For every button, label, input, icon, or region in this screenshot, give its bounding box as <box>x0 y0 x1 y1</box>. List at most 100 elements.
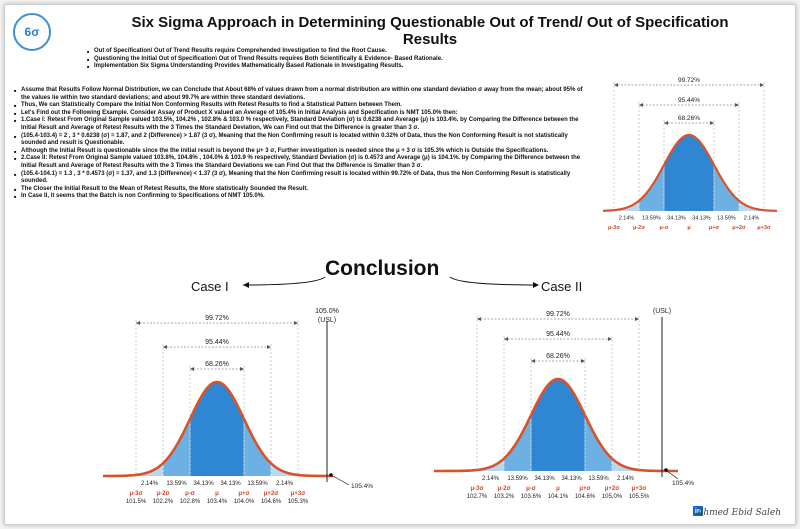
range-label: 95.44% <box>678 97 700 104</box>
percent-label: 2.14% <box>141 481 159 487</box>
percent-label: 34.13% <box>193 481 214 487</box>
range-label: 95.44% <box>205 339 229 346</box>
infographic: 6σ Six Sigma Approach in Determining Que… <box>4 4 796 525</box>
range-arrow-right <box>635 317 639 321</box>
band-plus2-plus3 <box>271 463 298 476</box>
value-label: 103.6% <box>521 494 542 500</box>
usl-value: 105.0% <box>315 308 339 315</box>
range-arrow-right <box>240 367 244 371</box>
percent-label: 13.59% <box>642 216 661 222</box>
percent-label: 2.14% <box>619 216 635 222</box>
range-label: 95.44% <box>546 331 570 338</box>
conclusion-heading: Conclusion <box>325 257 440 280</box>
main-item: 2.Case II: Retest From Original Sample v… <box>14 155 584 170</box>
range-arrow-right <box>581 359 585 363</box>
band-minus3-minus2 <box>136 463 163 476</box>
page-title: Six Sigma Approach in Determining Questi… <box>131 14 729 48</box>
percent-label: 2.14% <box>482 476 500 482</box>
sigma-label: μ+2σ <box>605 486 620 492</box>
sigma-label: μ-σ <box>660 225 669 231</box>
range-arrow-right <box>760 83 764 87</box>
value-label: 102.2% <box>153 499 174 505</box>
value-label: 105.0% <box>602 494 623 500</box>
percent-label: 34.13% <box>561 476 582 482</box>
sigma-label: μ-σ <box>185 491 195 497</box>
percent-label: 34.13% <box>667 216 686 222</box>
percent-label: 13.59% <box>166 481 187 487</box>
value-label: 105.5% <box>629 494 650 500</box>
sigma-label: μ-3σ <box>129 491 142 497</box>
percent-label: 13.59% <box>247 481 268 487</box>
sigma-label: μ-2σ <box>497 486 510 492</box>
band-minus3-minus2 <box>477 458 504 471</box>
percent-label: 34.13% <box>534 476 555 482</box>
value-label: 104.1% <box>548 494 569 500</box>
range-arrow-right <box>294 321 298 325</box>
main-list: Assume that Results Follow Normal Distri… <box>14 87 584 201</box>
sigma-label: μ+σ <box>579 486 590 492</box>
initial-result-marker <box>664 468 668 472</box>
sigma-label: μ+σ <box>709 225 720 231</box>
intro-item: Implementation Six Sigma Understanding P… <box>87 63 527 71</box>
band-plus2-plus3 <box>739 200 764 211</box>
arrow-right-head <box>533 282 539 288</box>
range-arrow-right <box>735 103 739 107</box>
band-center <box>190 382 244 476</box>
value-label: 101.5% <box>126 499 147 505</box>
usl-label: (USL) <box>318 317 336 324</box>
case2-label: Case II <box>541 279 583 294</box>
percent-label: 34.13% <box>692 216 711 222</box>
band-minus3-minus2 <box>614 200 639 211</box>
six-sigma-logo-icon: 6σ <box>13 13 51 51</box>
range-arrow-left <box>477 317 481 321</box>
sigma-label: μ-3σ <box>608 225 620 231</box>
percent-label: 13.59% <box>588 476 609 482</box>
range-arrow-left <box>190 367 194 371</box>
main-item: The Closer the Initial Result to the Mea… <box>14 186 584 194</box>
value-label: 105.3% <box>288 499 309 505</box>
sigma-label: μ+σ <box>238 491 249 497</box>
range-arrow-left <box>136 321 140 325</box>
range-label: 99.72% <box>678 77 700 84</box>
arrow-right <box>449 276 538 286</box>
intro-list: Out of Specification/ Out of Trend Resul… <box>87 48 527 71</box>
range-label: 99.72% <box>546 311 570 318</box>
normal-curve <box>602 133 778 212</box>
normal-curve <box>103 380 333 478</box>
range-label: 99.72% <box>205 315 229 322</box>
case2-bell-curve: 99.72% 95.44% 68.26% 2.14% 13.59% 34.13% 34.13… <box>434 308 694 500</box>
band-center <box>664 135 714 211</box>
range-arrow-left <box>664 121 668 125</box>
sigma-label: μ-3σ <box>470 486 483 492</box>
arrow-left-head <box>243 282 249 288</box>
value-label: 102.8% <box>180 499 201 505</box>
usl-label: (USL) <box>653 308 671 315</box>
range-label: 68.26% <box>546 353 570 360</box>
normal-curve <box>434 377 679 473</box>
initial-result-pointer <box>332 475 350 486</box>
percent-label: 13.59% <box>507 476 528 482</box>
percent-label: 2.14% <box>744 216 760 222</box>
sigma-label: μ <box>556 486 560 492</box>
main-item: Let's Find out the Following Example. Co… <box>14 110 584 118</box>
initial-result-pointer <box>666 470 679 480</box>
value-label: 104.0% <box>234 499 255 505</box>
range-arrow-left <box>639 103 643 107</box>
percent-label: 2.14% <box>617 476 635 482</box>
sigma-label: μ+3σ <box>291 491 306 497</box>
value-label: 104.6% <box>261 499 282 505</box>
range-label: 68.26% <box>205 361 229 368</box>
sigma-label: μ <box>215 491 219 497</box>
main-item: Although the Initial Result is questiona… <box>14 148 584 156</box>
initial-result-marker <box>329 473 333 477</box>
linkedin-icon: in <box>693 506 703 516</box>
range-arrow-right <box>608 337 612 341</box>
range-arrow-left <box>504 337 508 341</box>
main-item: Thus, We can Statistically Compare the I… <box>14 102 584 110</box>
sigma-label: μ+2σ <box>732 225 746 231</box>
percent-label: 34.13% <box>220 481 241 487</box>
intro-item: Questioning the Initial Out of Specifica… <box>87 56 527 64</box>
sigma-label: μ-2σ <box>156 491 169 497</box>
main-item: (105.4-104.1) = 1.3 , 3 * 0.4573 (σ) = 1… <box>14 171 584 186</box>
main-item: (105.4-103.4) = 2 , 3 * 0.6238 (σ) = 1.8… <box>14 133 584 148</box>
